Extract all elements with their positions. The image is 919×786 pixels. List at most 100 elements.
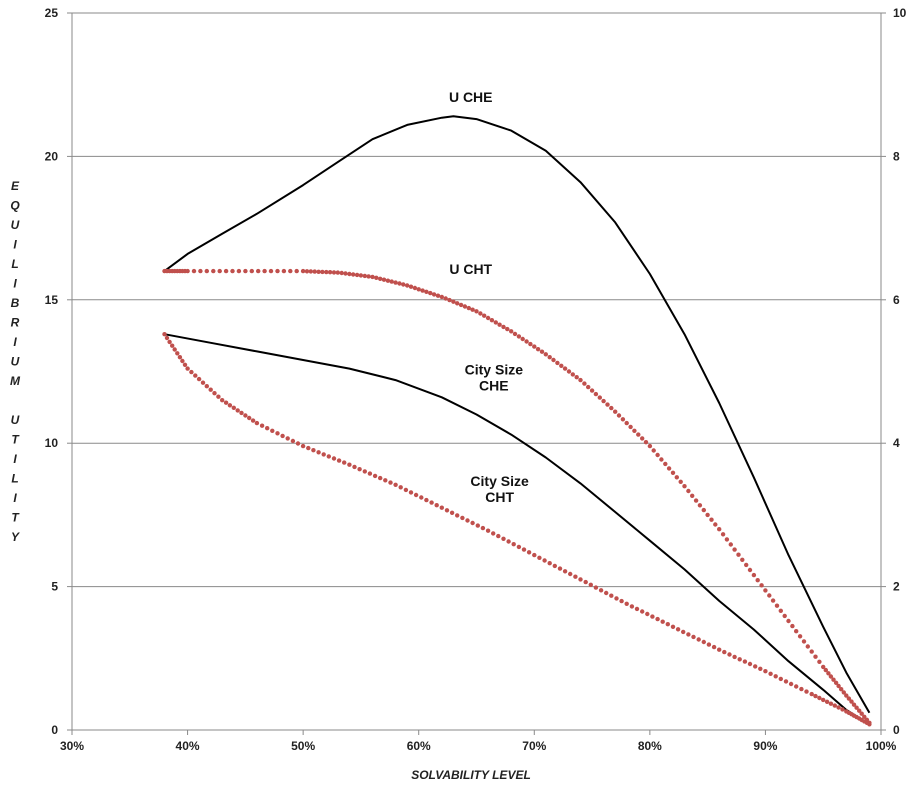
data-point (744, 562, 749, 568)
data-point (327, 270, 333, 275)
series-city-size-che-line (164, 333, 870, 726)
data-point (465, 518, 470, 523)
data-point (393, 280, 398, 285)
data-point (378, 475, 383, 481)
data-point (629, 604, 635, 609)
data-point (613, 409, 618, 414)
data-point (331, 456, 337, 461)
data-point (619, 598, 624, 604)
y-axis-title-letter: I (13, 491, 17, 505)
data-point (574, 375, 579, 380)
data-point (316, 269, 321, 274)
data-point (439, 294, 444, 300)
data-point (431, 292, 437, 297)
data-point (455, 513, 460, 518)
data-point (736, 552, 741, 557)
data-point (763, 588, 768, 593)
data-point (501, 324, 506, 330)
data-point (372, 473, 378, 479)
data-point (416, 287, 421, 292)
data-point (167, 339, 172, 345)
data-point (557, 566, 563, 571)
data-point (170, 343, 175, 348)
data-point (249, 268, 254, 274)
y-right-tick-label: 6 (893, 293, 900, 307)
data-point (268, 268, 274, 274)
data-point (180, 358, 185, 364)
data-point (616, 413, 622, 418)
data-point (768, 671, 773, 676)
data-point (854, 705, 859, 710)
y-axis-title-letter: L (11, 257, 18, 271)
data-point (846, 696, 852, 701)
data-point (862, 714, 867, 719)
data-point (311, 448, 316, 453)
data-point (552, 563, 557, 569)
series-city-size-cht-points (162, 332, 872, 727)
data-point (516, 544, 522, 550)
data-point (732, 547, 737, 552)
data-point (280, 433, 285, 439)
data-point (397, 281, 402, 286)
data-point (647, 443, 653, 449)
data-point (696, 637, 701, 642)
data-point (227, 403, 233, 408)
data-point (336, 458, 342, 463)
data-point (290, 438, 296, 444)
data-point (666, 466, 672, 471)
data-point (609, 405, 614, 411)
data-point (817, 659, 822, 664)
data-point (650, 614, 655, 619)
data-point (434, 503, 439, 508)
data-point (728, 542, 733, 547)
data-point (362, 273, 367, 279)
data-point (308, 269, 313, 274)
data-point (408, 284, 414, 289)
data-point (839, 687, 844, 692)
data-point (697, 503, 703, 508)
data-point (304, 269, 310, 274)
data-point (281, 268, 287, 274)
data-point (339, 270, 344, 276)
data-point (491, 531, 496, 536)
data-point (385, 278, 391, 283)
data-point (724, 537, 730, 542)
data-point (826, 671, 831, 676)
data-point (686, 488, 691, 494)
data-point (665, 622, 670, 627)
data-point (383, 478, 388, 483)
series-group (162, 115, 872, 727)
y-axis-title-letter: U (11, 218, 20, 232)
data-point (634, 606, 640, 612)
data-point (342, 460, 347, 465)
data-point (185, 268, 190, 274)
data-point (773, 674, 778, 679)
data-point (867, 722, 872, 727)
data-point (236, 268, 242, 274)
data-point (419, 495, 424, 500)
data-point (204, 268, 209, 274)
data-point (747, 567, 753, 573)
y-axis-title-letter: U (11, 355, 20, 369)
data-point (294, 268, 299, 274)
data-point (420, 288, 425, 293)
data-point (604, 590, 609, 596)
y-right-tick-label: 10 (893, 6, 907, 20)
data-point (424, 289, 429, 294)
data-point (378, 276, 383, 281)
data-point (480, 525, 486, 531)
data-point (582, 381, 587, 386)
data-point (693, 498, 699, 503)
data-point (620, 417, 626, 422)
data-point (393, 482, 398, 487)
data-point (753, 664, 758, 669)
data-point (354, 272, 360, 278)
data-point (740, 557, 745, 562)
data-point (243, 413, 248, 418)
series-label: U CHT (449, 261, 492, 277)
data-point (485, 315, 491, 321)
data-point (458, 302, 464, 308)
data-point (367, 471, 373, 476)
y-axis-title-letter: B (11, 296, 20, 310)
